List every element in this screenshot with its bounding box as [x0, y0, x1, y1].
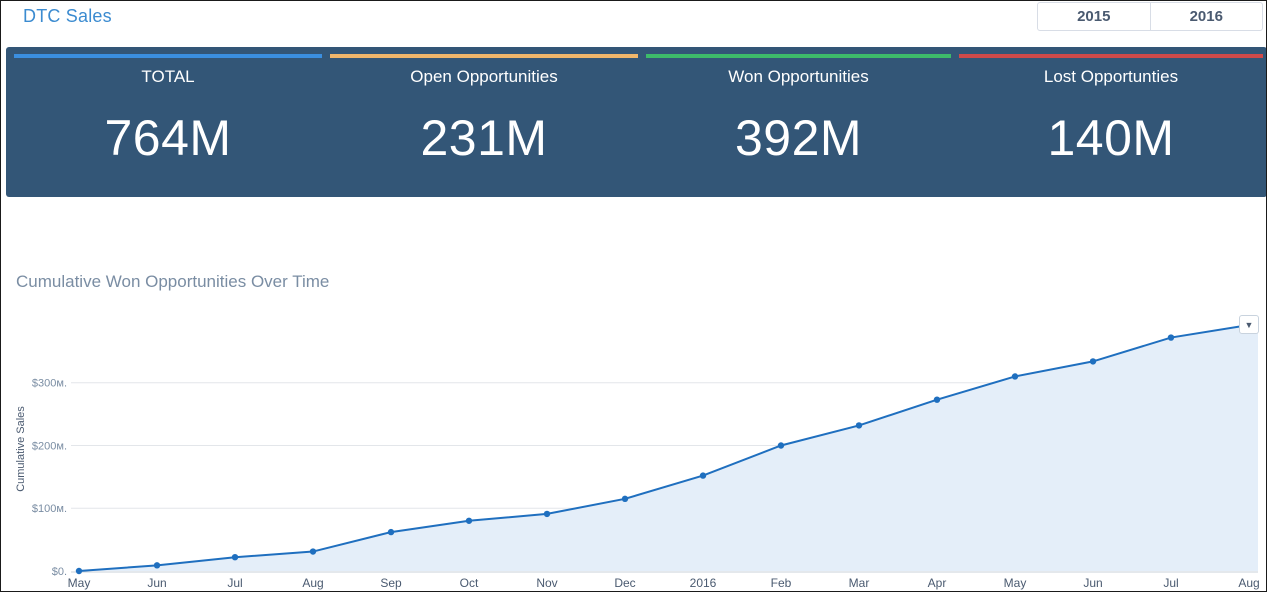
kpi-open-opportunities[interactable]: Open Opportunities 231M: [330, 47, 638, 197]
kpi-lost-label: Lost Opportunties: [1043, 67, 1179, 86]
year-button-2015[interactable]: 2015: [1077, 8, 1111, 25]
x-tick-label: Sep: [380, 576, 402, 590]
data-point: [855, 422, 863, 429]
data-point: [75, 567, 83, 575]
data-point: [1089, 358, 1097, 365]
chevron-down-icon: ▼: [1244, 319, 1254, 330]
y-axis-label: Cumulative Sales: [15, 406, 27, 492]
data-point: [309, 548, 317, 555]
x-tick-label: Dec: [614, 576, 635, 590]
data-point: [231, 553, 239, 561]
series-area: [79, 325, 1258, 571]
y-tick-label: $200м.: [32, 440, 67, 452]
x-tick-label: Jul: [227, 576, 242, 590]
kpi-won-label: Won Opportunities: [728, 67, 869, 86]
kpi-open-value: 231M: [420, 110, 548, 166]
x-tick-label: Jun: [1083, 576, 1102, 590]
chart-menu-button[interactable]: ▼: [1239, 315, 1259, 334]
kpi-total[interactable]: TOTAL 764M: [14, 47, 322, 197]
kpi-won-opportunities[interactable]: Won Opportunities 392M: [646, 47, 951, 197]
x-tick-label: Aug: [302, 576, 323, 590]
data-point: [387, 528, 395, 536]
kpi-panel: TOTAL 764M Open Opportunities 231M Won O…: [6, 47, 1266, 197]
x-tick-label: Mar: [849, 576, 870, 590]
chart-title: Cumulative Won Opportunities Over Time: [16, 272, 330, 291]
kpi-lost-opportunities[interactable]: Lost Opportunties 140M: [959, 47, 1263, 197]
data-point: [465, 517, 473, 524]
data-point: [1011, 373, 1019, 380]
data-point: [777, 442, 785, 449]
data-point: [153, 562, 161, 569]
data-point: [699, 472, 707, 479]
kpi-lost-accent-bar: [959, 54, 1263, 58]
cumulative-sales-chart: $0. $100м. $200м. $300м. May Jun Jul Aug Sep Oct N…: [15, 321, 1260, 590]
x-tick-label: 2016: [690, 576, 717, 590]
kpi-total-label: TOTAL: [141, 67, 195, 86]
y-tick-label: $300м.: [32, 378, 67, 390]
x-tick-label: May: [68, 576, 91, 590]
kpi-open-label: Open Opportunities: [410, 67, 558, 86]
y-tick-label: $100м.: [32, 503, 67, 515]
kpi-lost-value: 140M: [1047, 110, 1175, 166]
x-tick-label: Jun: [147, 576, 166, 590]
kpi-won-accent-bar: [646, 54, 951, 58]
x-tick-label: Jul: [1163, 576, 1178, 590]
data-point: [543, 510, 551, 518]
kpi-total-value: 764M: [104, 110, 232, 166]
kpi-won-value: 392M: [734, 110, 863, 166]
kpi-total-accent-bar: [14, 54, 322, 58]
year-toggle-group: 2015 2016: [1037, 2, 1263, 31]
page-title: DTC Sales: [23, 6, 112, 26]
x-tick-label: Feb: [771, 576, 792, 590]
data-point: [1167, 334, 1175, 341]
y-tick-label: $0.: [52, 566, 67, 578]
data-point: [621, 495, 629, 503]
x-tick-label: Aug: [1238, 576, 1259, 590]
x-tick-label: Oct: [460, 576, 479, 590]
year-button-2016[interactable]: 2016: [1149, 3, 1263, 30]
x-tick-label: Apr: [928, 576, 947, 590]
data-point: [933, 396, 941, 403]
x-tick-label: May: [1004, 576, 1027, 590]
x-tick-label: Nov: [536, 576, 557, 590]
kpi-open-accent-bar: [330, 54, 638, 58]
